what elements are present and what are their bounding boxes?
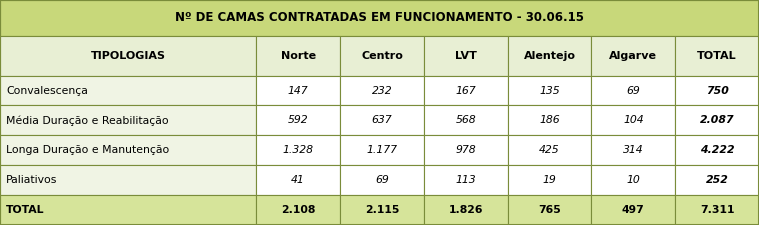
Bar (508, 165, 591, 195)
Bar (676, 195, 759, 225)
Bar (508, 195, 591, 225)
Bar (424, 135, 508, 165)
Text: 2.108: 2.108 (281, 205, 315, 215)
Text: 19: 19 (543, 175, 556, 185)
Text: TOTAL: TOTAL (6, 205, 45, 215)
Text: 592: 592 (288, 115, 308, 125)
Bar (340, 76, 424, 106)
Bar (0, 195, 257, 225)
Bar (424, 36, 508, 76)
Bar (591, 165, 676, 195)
Text: 104: 104 (623, 115, 644, 125)
Text: Paliativos: Paliativos (6, 175, 58, 185)
Bar (0, 135, 257, 165)
Text: 2.087: 2.087 (700, 115, 735, 125)
Text: 10: 10 (626, 175, 640, 185)
Bar (676, 36, 759, 76)
Text: 41: 41 (291, 175, 305, 185)
Bar (257, 195, 340, 225)
Text: 147: 147 (288, 86, 308, 96)
Bar (340, 195, 424, 225)
Bar (508, 135, 591, 165)
Bar (508, 36, 591, 76)
Text: 2.115: 2.115 (365, 205, 399, 215)
Text: 69: 69 (626, 86, 640, 96)
Bar (676, 76, 759, 106)
Bar (591, 135, 676, 165)
Bar (676, 165, 759, 195)
Text: Convalescença: Convalescença (6, 86, 88, 96)
Bar (591, 36, 676, 76)
Bar (257, 36, 340, 76)
Bar (0, 165, 257, 195)
Text: 186: 186 (539, 115, 560, 125)
Text: 1.328: 1.328 (282, 145, 313, 155)
Bar (591, 106, 676, 135)
Bar (424, 76, 508, 106)
Text: Centro: Centro (361, 51, 403, 61)
Bar (591, 76, 676, 106)
Text: 750: 750 (706, 86, 729, 96)
Text: 765: 765 (538, 205, 561, 215)
Text: 1.826: 1.826 (449, 205, 483, 215)
Text: Algarve: Algarve (609, 51, 657, 61)
Text: 568: 568 (455, 115, 476, 125)
Text: Norte: Norte (281, 51, 316, 61)
Text: 252: 252 (706, 175, 729, 185)
Text: 978: 978 (455, 145, 476, 155)
Text: 425: 425 (539, 145, 560, 155)
Bar (340, 135, 424, 165)
Bar (0, 36, 257, 76)
Bar (340, 165, 424, 195)
Bar (257, 76, 340, 106)
Bar (340, 106, 424, 135)
Bar (676, 106, 759, 135)
Bar (508, 76, 591, 106)
Bar (0, 106, 257, 135)
Bar (340, 36, 424, 76)
Text: TIPOLOGIAS: TIPOLOGIAS (90, 51, 165, 61)
Text: Média Duração e Reabilitação: Média Duração e Reabilitação (6, 115, 168, 126)
Bar (591, 195, 676, 225)
Text: 637: 637 (372, 115, 392, 125)
Bar (424, 195, 508, 225)
Bar (424, 165, 508, 195)
Text: 135: 135 (539, 86, 560, 96)
Bar (508, 106, 591, 135)
Bar (0, 0, 759, 36)
Text: 69: 69 (375, 175, 389, 185)
Bar (676, 135, 759, 165)
Bar (257, 106, 340, 135)
Bar (257, 135, 340, 165)
Bar (257, 165, 340, 195)
Text: Alentejo: Alentejo (524, 51, 575, 61)
Text: 167: 167 (455, 86, 476, 96)
Text: Longa Duração e Manutenção: Longa Duração e Manutenção (6, 145, 169, 155)
Bar (0, 76, 257, 106)
Text: 1.177: 1.177 (367, 145, 398, 155)
Text: 314: 314 (623, 145, 644, 155)
Bar (424, 106, 508, 135)
Text: 497: 497 (622, 205, 644, 215)
Text: 232: 232 (372, 86, 392, 96)
Text: TOTAL: TOTAL (698, 51, 737, 61)
Text: LVT: LVT (455, 51, 477, 61)
Text: Nº DE CAMAS CONTRATADAS EM FUNCIONAMENTO - 30.06.15: Nº DE CAMAS CONTRATADAS EM FUNCIONAMENTO… (175, 11, 584, 24)
Text: 113: 113 (455, 175, 476, 185)
Text: 7.311: 7.311 (700, 205, 735, 215)
Text: 4.222: 4.222 (700, 145, 735, 155)
